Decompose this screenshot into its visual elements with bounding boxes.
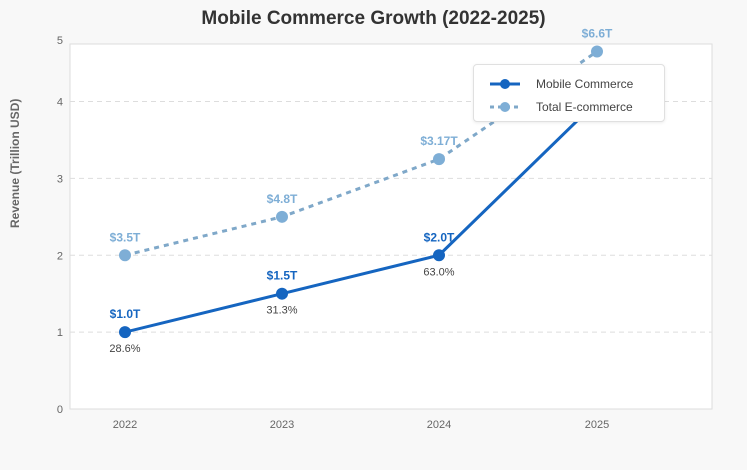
x-tick-label: 2023 (270, 419, 294, 431)
data-label: $1.5T (267, 269, 298, 283)
y-tick-label: 3 (57, 173, 63, 185)
legend-label: Mobile Commerce (536, 77, 634, 91)
data-point (433, 249, 445, 262)
mobile-commerce-line (124, 100, 599, 334)
data-point (276, 287, 288, 300)
data-label: $6.6T (582, 27, 613, 41)
legend: Mobile Commerce Total E-commerce (473, 64, 665, 122)
growth-label: 28.6% (109, 343, 140, 355)
y-tick-label: 5 (57, 35, 63, 47)
legend-item-mobile-commerce[interactable]: Mobile Commerce (488, 76, 633, 92)
x-tick-label: 2022 (113, 419, 137, 431)
y-tick-label: 1 (57, 327, 63, 339)
x-tick-label: 2024 (427, 419, 451, 431)
y-tick-label: 4 (57, 97, 63, 109)
x-tick-label: 2025 (585, 419, 609, 431)
legend-label: Total E-commerce (536, 100, 633, 114)
y-tick-label: 0 (57, 404, 63, 416)
data-point (276, 210, 288, 223)
data-point (433, 153, 445, 166)
chart-title: Mobile Commerce Growth (2022-2025) (201, 8, 546, 29)
data-point (119, 326, 131, 339)
growth-label: 63.0% (423, 266, 454, 278)
data-point (591, 45, 603, 58)
data-label: $3.5T (110, 230, 141, 244)
legend-swatch-solid-icon (490, 79, 520, 89)
y-tick-label: 2 (57, 250, 63, 262)
data-label: $1.0T (110, 307, 141, 321)
data-label: $3.17T (420, 134, 458, 148)
legend-swatch-dashed-icon (490, 102, 520, 112)
legend-item-total-ecommerce[interactable]: Total E-commerce (488, 99, 633, 115)
growth-label: 31.3% (266, 305, 297, 317)
data-point (119, 249, 131, 262)
data-label: $4.8T (267, 192, 298, 206)
data-label: $2.0T (424, 230, 455, 244)
